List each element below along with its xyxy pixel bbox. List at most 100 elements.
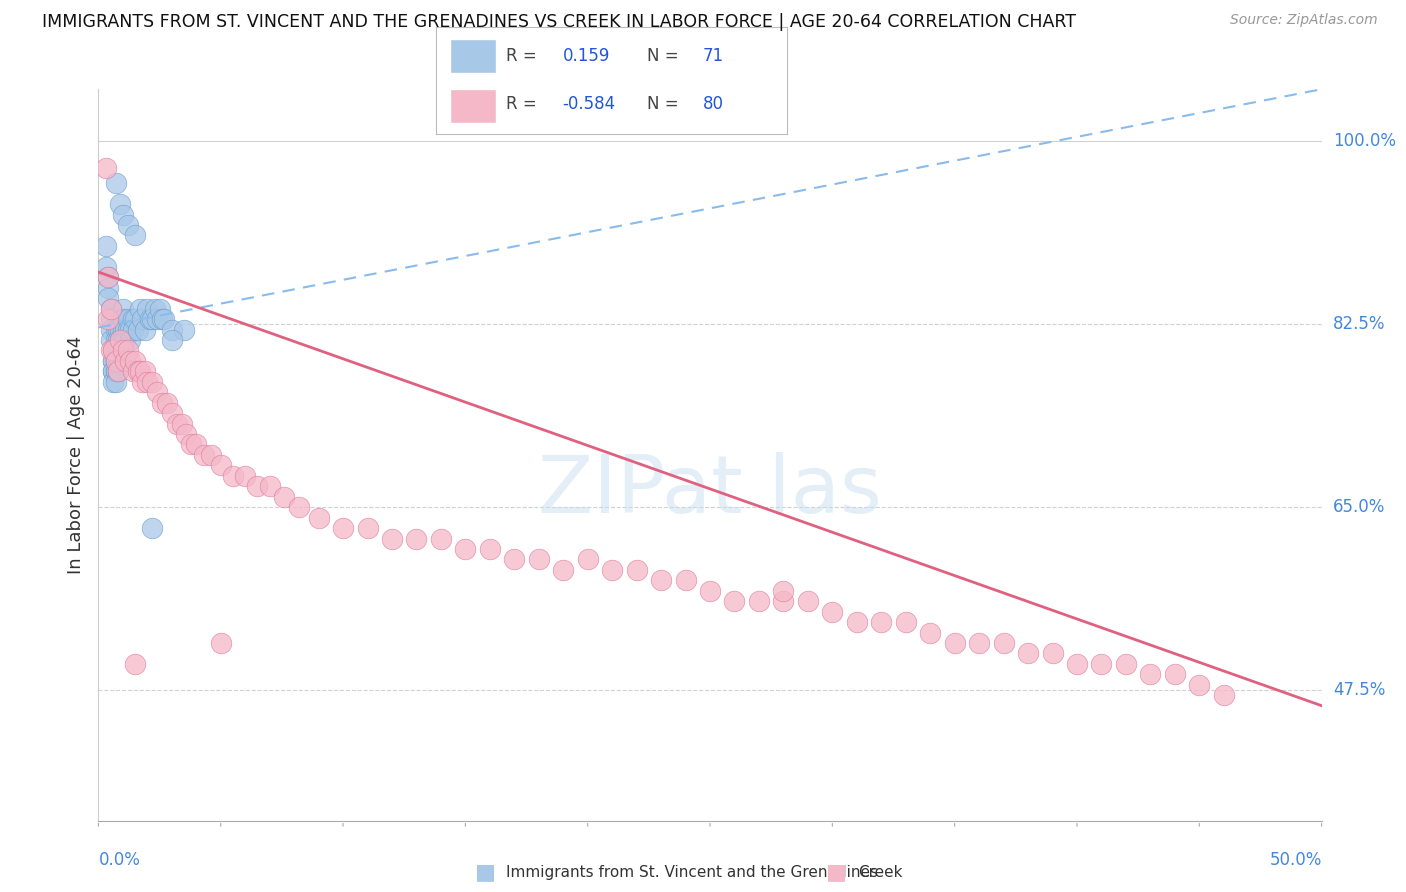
Point: [114, 354, 136, 368]
Point: [1139, 667, 1161, 681]
Point: [110, 333, 132, 347]
Text: N =: N =: [647, 46, 678, 64]
Point: [233, 468, 256, 483]
Point: [149, 301, 172, 316]
Text: R =: R =: [506, 46, 537, 64]
Point: [1066, 657, 1088, 671]
Point: [111, 208, 134, 222]
Point: [97, 312, 120, 326]
Point: [104, 364, 127, 378]
Point: [110, 333, 132, 347]
Point: [626, 563, 648, 577]
Point: [273, 490, 295, 504]
Text: N =: N =: [647, 95, 678, 112]
Point: [110, 354, 132, 368]
Point: [156, 395, 179, 409]
Point: [111, 322, 134, 336]
Text: ■: ■: [827, 863, 846, 882]
Text: 47.5%: 47.5%: [1333, 681, 1385, 699]
Point: [124, 312, 146, 326]
Point: [920, 625, 942, 640]
Point: [121, 322, 143, 336]
Y-axis label: In Labor Force | Age 20-64: In Labor Force | Age 20-64: [66, 335, 84, 574]
Point: [699, 583, 721, 598]
Point: [117, 312, 139, 326]
Text: 100.0%: 100.0%: [1333, 132, 1396, 151]
Text: ZIPat las: ZIPat las: [538, 452, 882, 531]
Text: ■: ■: [475, 863, 495, 882]
Point: [150, 395, 173, 409]
Point: [772, 583, 794, 598]
Point: [141, 312, 163, 326]
Point: [723, 594, 745, 608]
Point: [200, 448, 222, 462]
Point: [117, 218, 139, 232]
Point: [129, 364, 152, 378]
Point: [153, 312, 176, 326]
Point: [1212, 688, 1234, 702]
Point: [332, 521, 354, 535]
Point: [527, 552, 550, 566]
Point: [120, 354, 142, 368]
Point: [94, 260, 117, 274]
Point: [170, 417, 193, 431]
Point: [100, 333, 122, 347]
Text: R =: R =: [506, 95, 537, 112]
FancyBboxPatch shape: [450, 38, 496, 73]
Point: [124, 228, 146, 243]
Text: 0.0%: 0.0%: [98, 851, 141, 869]
Point: [146, 312, 169, 326]
Text: Creek: Creek: [858, 865, 903, 880]
Point: [104, 354, 127, 368]
Point: [104, 343, 127, 358]
Point: [107, 322, 129, 336]
Point: [107, 354, 129, 368]
Point: [381, 532, 404, 546]
Point: [114, 322, 136, 336]
Point: [288, 500, 311, 515]
Text: Immigrants from St. Vincent and the Grenadines: Immigrants from St. Vincent and the Gren…: [506, 865, 879, 880]
Point: [139, 312, 162, 326]
Point: [259, 479, 281, 493]
Point: [107, 343, 129, 358]
Point: [127, 364, 149, 378]
Point: [186, 437, 208, 451]
Point: [104, 176, 127, 190]
Point: [111, 343, 134, 358]
Point: [110, 197, 132, 211]
Text: Source: ZipAtlas.com: Source: ZipAtlas.com: [1230, 13, 1378, 28]
Point: [246, 479, 269, 493]
Point: [454, 541, 477, 556]
Text: 80: 80: [703, 95, 724, 112]
Point: [97, 270, 120, 285]
Point: [107, 364, 129, 378]
Point: [104, 333, 127, 347]
Point: [308, 510, 330, 524]
Point: [104, 354, 127, 368]
Point: [576, 552, 599, 566]
Point: [101, 343, 124, 358]
Point: [160, 322, 183, 336]
Point: [101, 375, 124, 389]
Point: [100, 301, 122, 316]
Point: [209, 636, 232, 650]
Point: [127, 322, 149, 336]
Point: [894, 615, 917, 629]
Point: [176, 427, 198, 442]
Point: [209, 458, 232, 473]
Point: [478, 541, 501, 556]
Point: [104, 375, 127, 389]
Point: [845, 615, 868, 629]
Point: [600, 563, 623, 577]
Point: [114, 333, 136, 347]
Point: [101, 343, 124, 358]
Point: [111, 343, 134, 358]
Point: [100, 301, 122, 316]
Point: [405, 532, 427, 546]
Point: [94, 239, 117, 253]
Point: [100, 312, 122, 326]
Point: [943, 636, 966, 650]
Point: [993, 636, 1015, 650]
Point: [1115, 657, 1137, 671]
Text: 50.0%: 50.0%: [1270, 851, 1322, 869]
